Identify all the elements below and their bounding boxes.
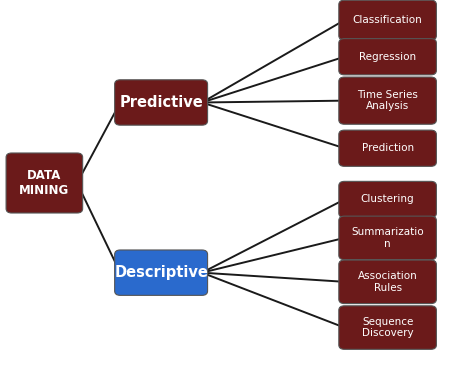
FancyBboxPatch shape bbox=[339, 181, 436, 217]
Text: Classification: Classification bbox=[353, 15, 423, 25]
Text: Association
Rules: Association Rules bbox=[358, 271, 417, 293]
FancyBboxPatch shape bbox=[114, 80, 207, 125]
Text: Summarizatio
n: Summarizatio n bbox=[351, 227, 424, 249]
Text: Clustering: Clustering bbox=[361, 194, 414, 205]
FancyBboxPatch shape bbox=[339, 306, 436, 349]
FancyBboxPatch shape bbox=[6, 153, 83, 213]
Text: Descriptive: Descriptive bbox=[114, 265, 208, 280]
FancyBboxPatch shape bbox=[114, 250, 207, 295]
FancyBboxPatch shape bbox=[339, 77, 436, 124]
FancyBboxPatch shape bbox=[339, 130, 436, 166]
FancyBboxPatch shape bbox=[339, 216, 436, 260]
Text: DATA
MINING: DATA MINING bbox=[19, 169, 70, 197]
FancyBboxPatch shape bbox=[339, 0, 436, 40]
FancyBboxPatch shape bbox=[339, 260, 436, 304]
Text: Time Series
Analysis: Time Series Analysis bbox=[357, 90, 418, 112]
FancyBboxPatch shape bbox=[339, 39, 436, 75]
Text: Predictive: Predictive bbox=[119, 95, 203, 110]
Text: Sequence
Discovery: Sequence Discovery bbox=[362, 317, 413, 339]
Text: Regression: Regression bbox=[359, 52, 416, 62]
Text: Prediction: Prediction bbox=[361, 143, 414, 153]
